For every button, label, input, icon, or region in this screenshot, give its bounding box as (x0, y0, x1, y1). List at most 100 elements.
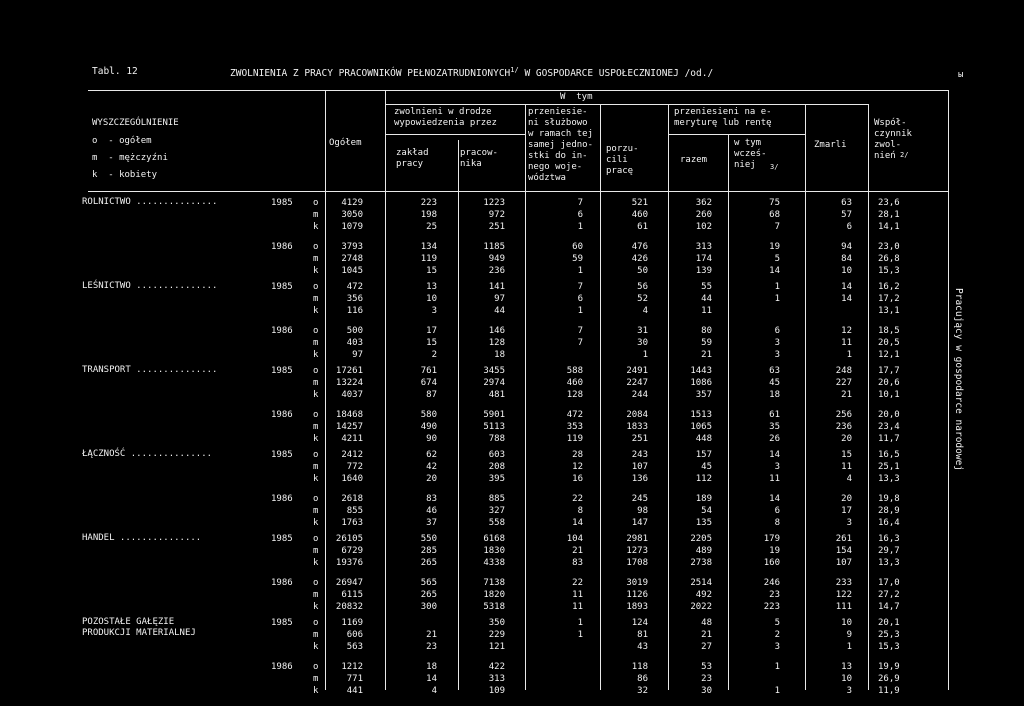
cell-ogolem: 855 (346, 506, 363, 516)
cell-razem: 80 (701, 326, 712, 336)
section-name: PRODUKCJI MATERIALNEJ (82, 628, 196, 638)
cell-zmarli: 15 (841, 450, 852, 460)
cell-zaklad: 62 (426, 450, 437, 460)
table-row: k 116 3 44 1 4 11 13,1 (0, 305, 960, 317)
table-row: 1986 o 18468 580 5901 472 2084 1513 61 256 20,0 (0, 409, 960, 421)
table-row: 1985 o 2412 62 603 28 243 157 14 15 16,5 (0, 449, 960, 461)
gender-code: k (313, 686, 319, 696)
cell-zaklad: 2 (431, 350, 437, 360)
cell-ogolem: 1169 (341, 618, 363, 628)
cell-ogolem: 116 (346, 306, 363, 316)
cell-zaklad: 761 (420, 366, 437, 376)
cell-razem: 489 (695, 546, 712, 556)
cell-wspolczynnik: 20,1 (878, 618, 900, 628)
gender-code: o (313, 578, 319, 588)
cell-wspolczynnik: 20,5 (878, 338, 900, 348)
table-row: m 2748 119 949 59 426 174 5 84 26,8 (0, 253, 960, 265)
cell-zmarli: 63 (841, 198, 852, 208)
table-row: 1985 o 17261 761 3455 588 2491 1443 63 248 17,7 (0, 365, 960, 377)
cell-wspolczynnik: 26,9 (878, 674, 900, 684)
cell-pracownika: 1830 (483, 546, 505, 556)
cell-ogolem: 2748 (341, 254, 363, 264)
cell-przeniesieni: 7 (577, 198, 583, 208)
cell-zaklad: 21 (426, 630, 437, 640)
cell-razem: 27 (701, 642, 712, 652)
cell-przeniesieni: 119 (566, 434, 583, 444)
cell-wczesniej: 45 (769, 378, 780, 388)
gender-code: o (313, 618, 319, 628)
gender-code: o (313, 198, 319, 208)
col-wspolczynnik-footnote: 2/ (900, 151, 909, 159)
legend-kobiety: k - kobiety (92, 170, 158, 180)
cell-pracownika: 44 (494, 306, 505, 316)
gender-code: k (313, 474, 319, 484)
cell-zmarli: 20 (841, 494, 852, 504)
cell-przeniesieni: 60 (572, 242, 583, 252)
cell-zmarli: 122 (835, 590, 852, 600)
cell-zmarli: 256 (835, 410, 852, 420)
cell-wczesniej: 75 (769, 198, 780, 208)
cell-ogolem: 3050 (341, 210, 363, 220)
cell-razem: 174 (695, 254, 712, 264)
cell-razem: 55 (701, 282, 712, 292)
cell-wczesniej: 6 (774, 326, 780, 336)
cell-porzucili: 56 (637, 282, 648, 292)
cell-przeniesieni: 1 (577, 630, 583, 640)
cell-zaklad: 87 (426, 390, 437, 400)
cell-przeniesieni: 21 (572, 546, 583, 556)
cell-przeniesieni: 6 (577, 294, 583, 304)
cell-pracownika: 422 (488, 662, 505, 672)
gender-code: o (313, 366, 319, 376)
cell-wczesniej: 7 (774, 222, 780, 232)
table-row: 1985 o 26105 550 6168 104 2981 2205 179 261 16,3 (0, 533, 960, 545)
cell-zmarli: 57 (841, 210, 852, 220)
cell-zmarli: 233 (835, 578, 852, 588)
page-mark: ы (958, 70, 964, 80)
cell-ogolem: 441 (346, 686, 363, 696)
rule-w-tym (385, 104, 868, 105)
cell-wczesniej: 5 (774, 618, 780, 628)
cell-ogolem: 97 (352, 350, 363, 360)
cell-wczesniej: 5 (774, 254, 780, 264)
cell-wczesniej: 2 (774, 630, 780, 640)
cell-wczesniej: 23 (769, 590, 780, 600)
table-row: k 441 4 109 32 30 1 3 11,9 (0, 685, 960, 697)
col-pracownika: pracow- nika (460, 148, 498, 169)
cell-razem: 157 (695, 450, 712, 460)
cell-wczesniej: 1 (774, 662, 780, 672)
table-row: 1986 o 26947 565 7138 22 3019 2514 246 233 17,0 (0, 577, 960, 589)
cell-przeniesieni: 1 (577, 222, 583, 232)
col-porzucili: porzu- cili pracę (606, 144, 639, 176)
year-label: 1985 (271, 366, 293, 376)
col-razem: razem (680, 155, 708, 165)
cell-zmarli: 6 (846, 222, 852, 232)
year-label: 1986 (271, 494, 293, 504)
cell-zaklad: 15 (426, 266, 437, 276)
cell-ogolem: 771 (346, 674, 363, 684)
cell-wczesniej: 19 (769, 546, 780, 556)
rule-przeniesieni (600, 104, 601, 690)
cell-zaklad: 14 (426, 674, 437, 684)
cell-pracownika: 208 (488, 462, 505, 472)
cell-pracownika: 313 (488, 674, 505, 684)
cell-ogolem: 500 (346, 326, 363, 336)
cell-zaklad: 25 (426, 222, 437, 232)
col-w-tym: W tym (560, 92, 593, 102)
cell-wspolczynnik: 20,6 (878, 378, 900, 388)
cell-wczesniej: 1 (774, 294, 780, 304)
year-label: 1986 (271, 410, 293, 420)
cell-ogolem: 1212 (341, 662, 363, 672)
rule-after-zwolnieni (525, 104, 526, 690)
year-label: 1985 (271, 282, 293, 292)
cell-ogolem: 403 (346, 338, 363, 348)
year-label: 1986 (271, 242, 293, 252)
cell-pracownika: 972 (488, 210, 505, 220)
cell-przeniesieni: 83 (572, 558, 583, 568)
cell-wspolczynnik: 29,7 (878, 546, 900, 556)
cell-zmarli: 261 (835, 534, 852, 544)
cell-razem: 139 (695, 266, 712, 276)
cell-zaklad: 674 (420, 378, 437, 388)
cell-wspolczynnik: 20,0 (878, 410, 900, 420)
cell-przeniesieni: 1 (577, 618, 583, 628)
cell-przeniesieni: 1 (577, 306, 583, 316)
